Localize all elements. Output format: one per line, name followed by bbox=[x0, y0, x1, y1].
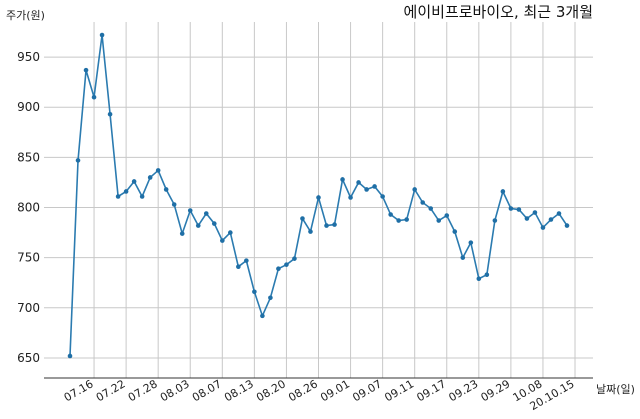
x-tick-label: 09.07 bbox=[350, 377, 384, 404]
x-tick-label: 09.17 bbox=[414, 377, 448, 404]
data-point bbox=[139, 194, 145, 199]
x-tick-label: 09.29 bbox=[479, 377, 513, 404]
data-point bbox=[83, 67, 89, 73]
y-tick-label: 850 bbox=[17, 150, 40, 164]
x-tick-label: 09.11 bbox=[382, 377, 416, 404]
grid bbox=[44, 22, 593, 378]
data-point bbox=[195, 223, 201, 228]
data-point bbox=[171, 202, 177, 207]
data-point bbox=[123, 189, 129, 194]
data-point bbox=[332, 222, 337, 227]
data-point bbox=[420, 200, 426, 205]
data-point bbox=[115, 194, 121, 199]
x-tick-label: 08.26 bbox=[286, 377, 320, 404]
data-point bbox=[524, 216, 530, 221]
data-point bbox=[67, 353, 73, 359]
data-point bbox=[300, 216, 305, 221]
x-tick-label: 08.13 bbox=[222, 377, 256, 404]
data-point bbox=[364, 187, 369, 192]
data-point bbox=[508, 206, 514, 211]
data-point bbox=[236, 264, 241, 269]
data-point bbox=[107, 111, 113, 117]
data-point bbox=[540, 225, 546, 230]
data-point bbox=[492, 218, 498, 223]
data-point bbox=[276, 266, 281, 271]
data-point bbox=[532, 210, 538, 215]
chart-title: 에이비프로바이오, 최근 3개월 bbox=[404, 3, 593, 21]
data-point bbox=[131, 179, 137, 184]
data-point bbox=[380, 194, 385, 199]
data-point bbox=[75, 158, 81, 163]
data-point bbox=[211, 221, 217, 226]
data-point bbox=[316, 195, 321, 200]
y-tick-label: 700 bbox=[17, 301, 40, 315]
x-tick-label: 08.20 bbox=[254, 377, 288, 404]
data-point bbox=[564, 223, 570, 228]
data-point bbox=[284, 262, 289, 267]
data-point bbox=[155, 168, 161, 173]
data-point bbox=[428, 206, 434, 211]
data-point bbox=[452, 229, 458, 234]
x-tick-label: 09.01 bbox=[318, 377, 352, 404]
data-point bbox=[163, 187, 169, 192]
data-point bbox=[348, 195, 353, 200]
data-point bbox=[179, 231, 185, 236]
data-point bbox=[308, 229, 313, 234]
data-point bbox=[436, 218, 442, 223]
data-point bbox=[187, 208, 193, 213]
data-point bbox=[292, 256, 297, 261]
data-point bbox=[99, 32, 105, 38]
x-tick-label: 08.03 bbox=[158, 377, 192, 404]
data-point bbox=[444, 213, 450, 218]
data-point bbox=[516, 207, 522, 212]
data-point bbox=[404, 217, 409, 222]
data-point bbox=[324, 223, 329, 228]
data-point bbox=[203, 211, 209, 216]
data-point bbox=[340, 177, 345, 182]
x-axis-label: 날짜(일) bbox=[596, 382, 635, 396]
data-point bbox=[372, 184, 377, 189]
data-point bbox=[268, 295, 273, 301]
y-axis-label: 주가(원) bbox=[6, 9, 45, 22]
data-point bbox=[460, 255, 466, 260]
data-point bbox=[548, 217, 554, 222]
data-point bbox=[468, 240, 474, 245]
y-tick-label: 650 bbox=[17, 351, 40, 365]
x-tick-label: 07.28 bbox=[126, 377, 160, 404]
y-tick-labels: 650 700 750 800 850 900 950 bbox=[17, 50, 40, 365]
data-point bbox=[91, 94, 97, 100]
data-points bbox=[67, 32, 570, 359]
x-tick-label: 08.07 bbox=[190, 377, 224, 404]
x-tick-label: 09.23 bbox=[447, 377, 481, 404]
data-point bbox=[228, 230, 233, 235]
x-tick-label: 07.16 bbox=[62, 377, 96, 404]
data-point bbox=[147, 175, 153, 180]
data-point bbox=[396, 218, 401, 223]
data-point bbox=[484, 272, 490, 278]
data-point bbox=[556, 211, 562, 216]
data-point bbox=[244, 258, 249, 263]
data-point bbox=[412, 187, 417, 192]
data-point bbox=[356, 180, 361, 185]
data-point bbox=[260, 313, 265, 319]
x-tick-labels: 07.1607.2207.2808.0308.0708.1308.2008.26… bbox=[62, 377, 577, 413]
y-tick-label: 800 bbox=[17, 201, 40, 215]
data-point bbox=[500, 189, 506, 194]
y-tick-label: 900 bbox=[17, 100, 40, 114]
x-tick-label: 07.22 bbox=[94, 377, 128, 404]
data-point bbox=[476, 276, 482, 282]
data-point bbox=[388, 212, 393, 217]
data-point bbox=[252, 289, 257, 295]
y-tick-label: 750 bbox=[17, 251, 40, 265]
data-point bbox=[220, 238, 225, 243]
y-tick-label: 950 bbox=[17, 50, 40, 64]
